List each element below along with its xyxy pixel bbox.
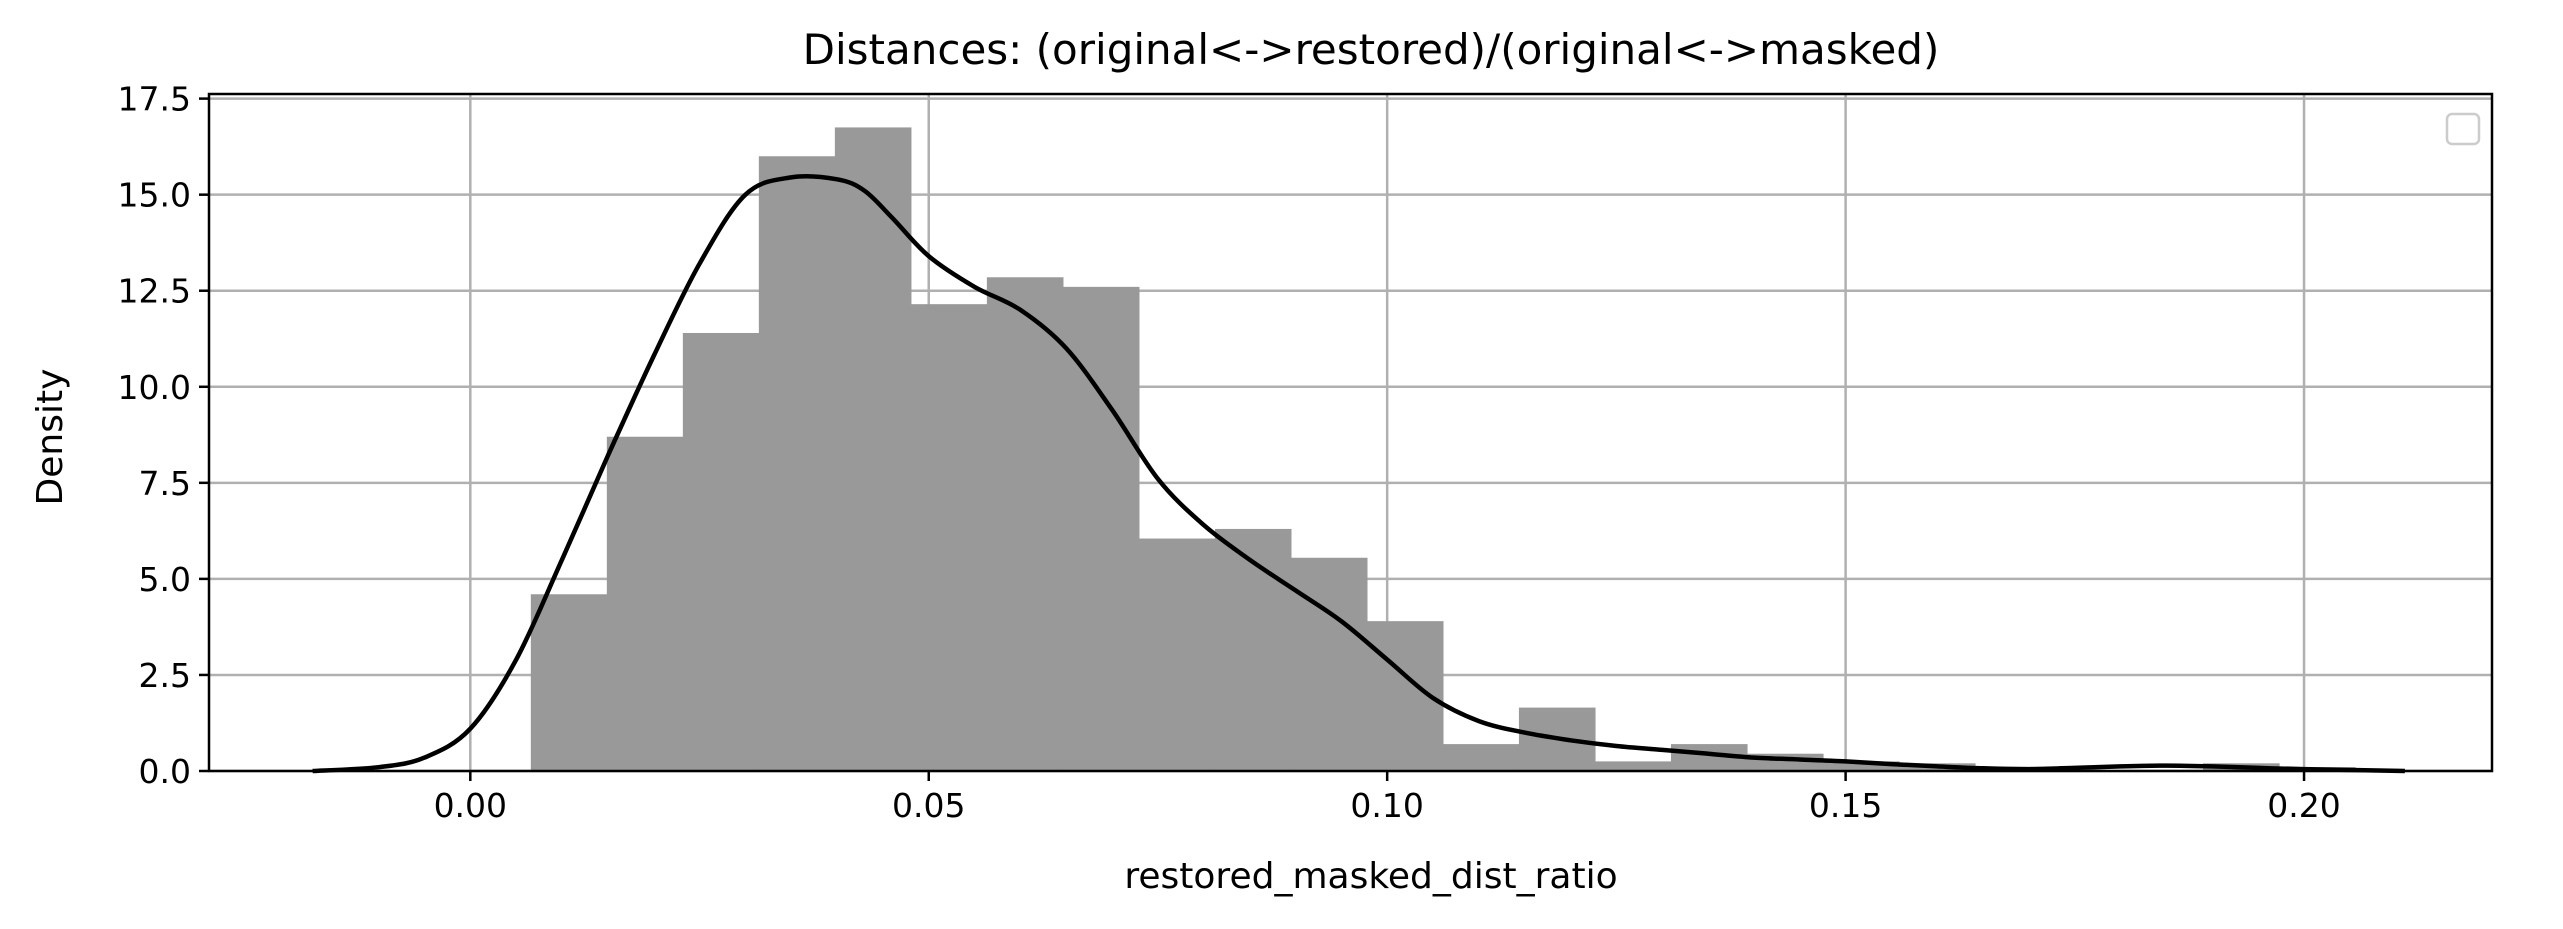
histogram-bar: [910, 304, 988, 771]
histogram-bar: [1822, 761, 1900, 771]
y-tick-label: 2.5: [139, 656, 191, 695]
histogram-bar: [986, 277, 1064, 771]
histogram-bar: [758, 156, 836, 772]
legend: [2445, 112, 2481, 146]
legend-box: [2445, 112, 2481, 146]
histogram-bar: [530, 594, 608, 771]
y-tick-label: 7.5: [139, 464, 191, 503]
y-tick-label: 5.0: [139, 560, 191, 599]
x-tick-label: 0.00: [434, 786, 507, 825]
x-tick-label: 0.10: [1350, 786, 1423, 825]
x-tick-label: 0.05: [892, 786, 965, 825]
histogram-bar: [606, 436, 684, 771]
chart-title: Distances: (original<->restored)/(origin…: [803, 25, 1940, 74]
y-tick-label: 0.0: [139, 752, 191, 791]
histogram-bar: [682, 332, 760, 771]
histogram-bar: [1442, 744, 1520, 771]
x-tick-label: 0.20: [2267, 786, 2340, 825]
y-axis-label: Density: [30, 369, 71, 506]
y-tick-label: 10.0: [118, 368, 191, 407]
histogram-bar: [1214, 528, 1292, 771]
histogram-bar: [1290, 557, 1368, 771]
y-tick-label: 12.5: [118, 272, 191, 311]
histogram-bar: [834, 127, 912, 771]
kde-curve-group: [312, 174, 2405, 774]
kde-curve: [312, 174, 2405, 774]
histogram-bar: [1062, 286, 1140, 771]
histogram-bar: [1138, 538, 1216, 771]
axes: 0.00 0.05 0.10 0.15 0.20 0.0 2.5 5.0 7.5 10.0 12.5…: [118, 80, 2494, 825]
histogram-bar: [1594, 761, 1672, 771]
plot-frame: [207, 92, 2494, 773]
x-axis-label: restored_masked_dist_ratio: [1124, 856, 1617, 897]
x-tick-label: 0.15: [1809, 786, 1882, 825]
histogram-bars: [530, 127, 2356, 772]
y-tick-label: 15.0: [118, 176, 191, 215]
y-tick-label: 17.5: [118, 80, 191, 119]
